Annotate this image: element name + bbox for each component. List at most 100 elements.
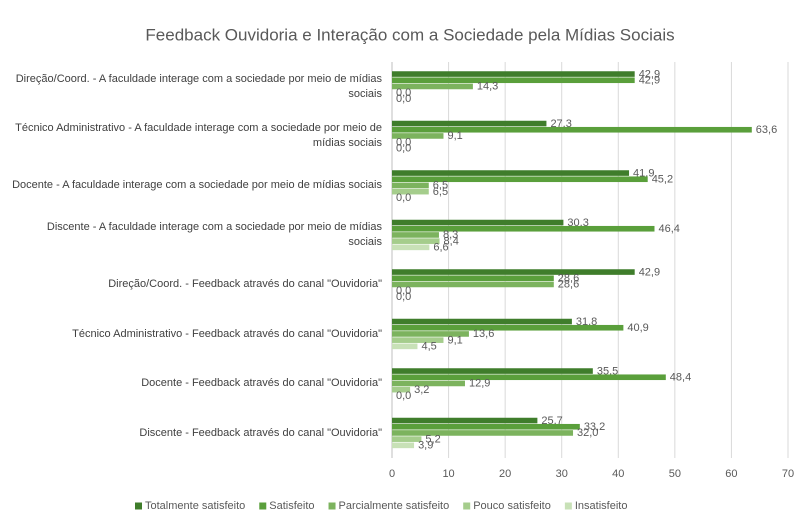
value-label: 13,6 <box>473 328 494 340</box>
bar <box>392 225 655 232</box>
legend-label: Satisfeito <box>269 500 314 512</box>
value-label: 9,1 <box>447 130 462 142</box>
bar <box>392 275 554 282</box>
legend-swatch <box>135 502 142 510</box>
value-label: 0,0 <box>396 192 411 204</box>
legend-swatch <box>564 502 572 510</box>
y-tick-label-box: Discente - A faculdade interage com a so… <box>12 211 382 261</box>
value-label: 33,2 <box>584 421 605 433</box>
y-tick-label: Discente - Feedback através do canal "Ou… <box>139 426 382 439</box>
value-label: 27,3 <box>550 118 571 130</box>
y-tick-label-box: Direção/Coord. - A faculdade interage co… <box>12 62 382 112</box>
legend-label: Totalmente satisfeito <box>145 500 245 512</box>
value-label: 0,0 <box>396 285 411 297</box>
x-tick-label: 50 <box>669 468 681 480</box>
y-tick-label: Técnico Administrativo - A faculdade int… <box>15 122 382 150</box>
x-tick-label: 40 <box>612 468 624 480</box>
value-label: 12,9 <box>469 378 490 390</box>
value-label: 8,3 <box>443 229 458 241</box>
bar <box>392 331 469 337</box>
bar <box>392 176 648 183</box>
legend-swatch <box>328 502 336 510</box>
value-label: 0,0 <box>396 291 411 303</box>
x-tick-label: 60 <box>725 468 737 480</box>
bar <box>392 182 429 189</box>
bar <box>392 77 635 84</box>
value-label: 32,0 <box>577 427 598 439</box>
y-tick-label-box: Docente - Feedback através do canal "Ouv… <box>12 359 382 409</box>
bar <box>392 436 422 442</box>
bar <box>392 120 547 127</box>
bar <box>392 343 418 350</box>
bar <box>392 374 666 381</box>
value-label: 0,0 <box>396 143 411 155</box>
value-label: 45,2 <box>652 173 673 185</box>
legend-label: Pouco satisfeito <box>473 500 551 512</box>
bar <box>392 417 538 424</box>
y-tick-label: Técnico Administrativo - Feedback atravé… <box>72 327 382 340</box>
bar <box>392 324 624 331</box>
value-label: 28,6 <box>558 279 579 291</box>
value-label: 5,2 <box>425 433 440 445</box>
chart-title: Feedback Ouvidoria e Interação com a Soc… <box>145 25 674 44</box>
legend-swatch <box>463 502 471 510</box>
bar <box>392 188 429 195</box>
y-tick-label-box: Discente - Feedback através do canal "Ou… <box>12 409 382 459</box>
legend-swatch <box>259 502 267 510</box>
bar <box>392 380 465 387</box>
value-label: 6,6 <box>433 242 448 254</box>
x-tick-label: 70 <box>782 468 794 480</box>
y-tick-label-box: Técnico Administrativo - Feedback atravé… <box>12 310 382 360</box>
bar <box>392 386 411 393</box>
value-label: 0,0 <box>396 390 411 402</box>
bar <box>392 71 635 77</box>
y-tick-label-box: Técnico Administrativo - A faculdade int… <box>12 112 382 162</box>
bar <box>392 430 574 436</box>
legend-label: Parcialmente satisfeito <box>339 500 450 512</box>
bar <box>392 170 630 176</box>
bar <box>392 133 444 139</box>
bar <box>392 318 572 325</box>
bar <box>392 337 444 343</box>
bar <box>392 219 564 226</box>
y-tick-label: Direção/Coord. - Feedback através do can… <box>108 278 382 291</box>
value-label: 6,5 <box>433 180 448 192</box>
x-tick-label: 10 <box>442 468 454 480</box>
legend-label: Insatisfeito <box>575 500 628 512</box>
y-tick-label: Direção/Coord. - A faculdade interage co… <box>15 72 382 100</box>
x-tick-label: 30 <box>556 468 568 480</box>
y-tick-label: Docente - A faculdade interage com a soc… <box>12 179 382 192</box>
value-label: 42,9 <box>639 266 660 278</box>
value-label: 0,0 <box>396 93 411 105</box>
value-label: 30,3 <box>567 217 588 229</box>
value-label: 0,0 <box>396 136 411 148</box>
value-label: 3,2 <box>414 384 429 396</box>
value-label: 48,4 <box>670 371 691 383</box>
value-label: 0,0 <box>396 87 411 99</box>
x-tick-label: 20 <box>499 468 511 480</box>
value-label: 3,9 <box>418 440 433 452</box>
value-label: 14,3 <box>477 81 498 93</box>
y-tick-label: Docente - Feedback através do canal "Ouv… <box>141 377 382 390</box>
value-label: 8,4 <box>444 235 459 247</box>
value-label: 41,9 <box>633 167 654 179</box>
bar <box>392 281 554 288</box>
y-tick-label-box: Docente - A faculdade interage com a soc… <box>12 161 382 211</box>
value-label: 46,4 <box>658 223 679 235</box>
value-label: 40,9 <box>627 322 648 334</box>
bar <box>392 442 415 449</box>
bar <box>392 238 440 244</box>
x-tick-label: 0 <box>389 468 395 480</box>
value-label: 6,5 <box>433 186 448 198</box>
bar <box>392 126 752 133</box>
bar <box>392 232 439 238</box>
value-label: 4,5 <box>421 341 436 353</box>
value-label: 63,6 <box>756 124 777 136</box>
bar <box>392 83 473 90</box>
y-tick-label: Discente - A faculdade interage com a so… <box>46 221 382 249</box>
value-label: 35,5 <box>597 365 618 377</box>
bar <box>392 368 593 374</box>
value-label: 25,7 <box>541 415 562 427</box>
